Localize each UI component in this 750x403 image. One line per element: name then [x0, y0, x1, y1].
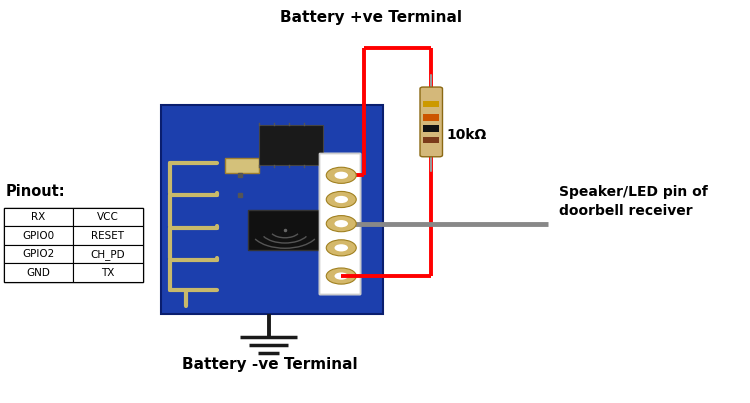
Text: CH_PD: CH_PD: [91, 249, 125, 260]
Text: GPIO2: GPIO2: [22, 249, 55, 259]
Text: GND: GND: [26, 268, 50, 278]
Text: 10kΩ: 10kΩ: [446, 128, 487, 142]
Bar: [248, 210, 322, 250]
Text: RESET: RESET: [92, 231, 124, 241]
Text: Pinout:: Pinout:: [5, 184, 64, 199]
Bar: [423, 114, 439, 120]
Text: Battery -ve Terminal: Battery -ve Terminal: [182, 357, 358, 372]
Circle shape: [334, 196, 348, 203]
Bar: [74, 245, 142, 264]
Circle shape: [326, 216, 356, 232]
Bar: [319, 153, 360, 294]
Bar: [4, 245, 74, 264]
Text: Battery +ve Terminal: Battery +ve Terminal: [280, 10, 462, 25]
Text: TX: TX: [101, 268, 115, 278]
Text: GPIO0: GPIO0: [22, 231, 55, 241]
Bar: [4, 208, 74, 226]
Circle shape: [326, 191, 356, 208]
Bar: [74, 226, 142, 245]
Bar: [320, 154, 358, 293]
Circle shape: [334, 272, 348, 280]
Bar: [4, 264, 74, 282]
Bar: [74, 264, 142, 282]
Bar: [259, 125, 322, 165]
Text: RX: RX: [32, 212, 46, 222]
Text: VCC: VCC: [97, 212, 118, 222]
Bar: [225, 158, 259, 173]
Bar: [319, 153, 360, 294]
Bar: [423, 125, 439, 132]
Circle shape: [326, 167, 356, 183]
FancyBboxPatch shape: [420, 87, 442, 157]
Circle shape: [326, 240, 356, 256]
Text: Speaker/LED pin of
doorbell receiver: Speaker/LED pin of doorbell receiver: [559, 185, 707, 218]
Circle shape: [334, 220, 348, 227]
Bar: [161, 105, 382, 314]
Bar: [4, 226, 74, 245]
Bar: [74, 208, 142, 226]
Circle shape: [334, 244, 348, 251]
Bar: [423, 137, 439, 143]
Circle shape: [326, 268, 356, 284]
Bar: [4, 208, 142, 282]
Bar: [319, 153, 360, 294]
Bar: [423, 101, 439, 107]
Circle shape: [334, 172, 348, 179]
